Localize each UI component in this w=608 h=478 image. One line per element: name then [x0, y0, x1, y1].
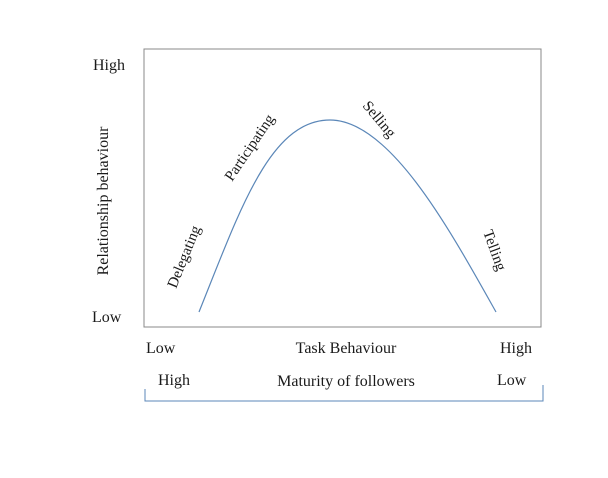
stage-label-selling: Selling	[359, 98, 399, 141]
x-axis-low-label: Low	[146, 340, 176, 357]
x-axis-high-label: High	[500, 340, 532, 357]
maturity-low-label: Low	[497, 372, 527, 389]
plot-frame	[143, 48, 542, 328]
stage-label-delegating: Delegating	[165, 223, 205, 290]
leadership-curve	[198, 119, 497, 313]
y-axis-title: Relationship behaviour	[95, 126, 112, 276]
maturity-title: Maturity of followers	[277, 373, 415, 390]
x-axis-title: Task Behaviour	[296, 340, 397, 357]
y-axis-high-label: High	[93, 57, 125, 74]
maturity-bracket	[144, 385, 544, 402]
stage-label-participating: Participating	[222, 111, 278, 184]
stage-label-telling: Telling	[479, 228, 509, 274]
maturity-high-label: High	[158, 372, 190, 389]
y-axis-low-label: Low	[92, 309, 122, 326]
